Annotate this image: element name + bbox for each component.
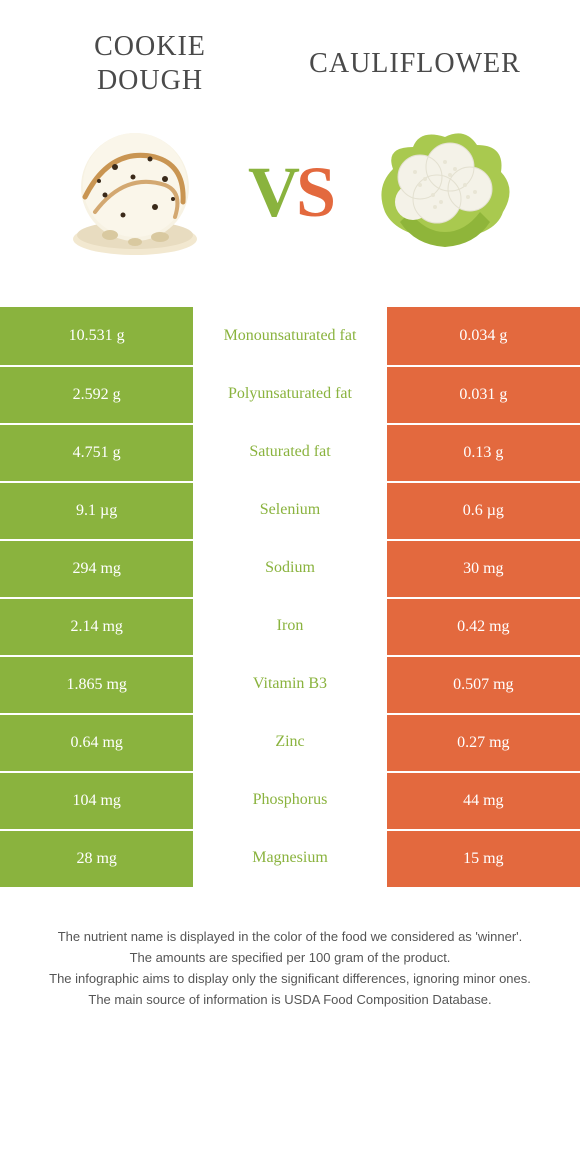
footer-line: The amounts are specified per 100 gram o… [30, 948, 550, 969]
nutrient-label: Saturated fat [193, 423, 386, 481]
nutrient-left-value: 2.592 g [0, 365, 193, 423]
nutrient-left-value: 104 mg [0, 771, 193, 829]
nutrient-label: Magnesium [193, 829, 386, 887]
nutrient-row: 2.592 gPolyunsaturated fat0.031 g [0, 365, 580, 423]
nutrient-row: 104 mgPhosphorus44 mg [0, 771, 580, 829]
title-right: Cauliflower [300, 48, 530, 80]
nutrient-row: 294 mgSodium30 mg [0, 539, 580, 597]
nutrient-left-value: 9.1 µg [0, 481, 193, 539]
nutrient-right-value: 0.034 g [387, 307, 580, 365]
vs-v: V [248, 152, 296, 232]
title-left: Cookie dough [50, 30, 250, 97]
nutrient-left-value: 2.14 mg [0, 597, 193, 655]
nutrient-right-value: 0.031 g [387, 365, 580, 423]
nutrient-right-value: 44 mg [387, 771, 580, 829]
footer-line: The infographic aims to display only the… [30, 969, 550, 990]
titles-row: Cookie dough Cauliflower [20, 30, 560, 97]
nutrient-right-value: 0.42 mg [387, 597, 580, 655]
nutrient-left-value: 4.751 g [0, 423, 193, 481]
nutrient-row: 4.751 gSaturated fat0.13 g [0, 423, 580, 481]
nutrient-row: 2.14 mgIron0.42 mg [0, 597, 580, 655]
nutrient-row: 10.531 gMonounsaturated fat0.034 g [0, 307, 580, 365]
nutrient-label: Phosphorus [193, 771, 386, 829]
nutrient-left-value: 28 mg [0, 829, 193, 887]
footer-line: The nutrient name is displayed in the co… [30, 927, 550, 948]
nutrient-right-value: 0.13 g [387, 423, 580, 481]
images-row: VS [20, 97, 560, 297]
vs-s: S [296, 152, 332, 232]
header: Cookie dough Cauliflower [0, 0, 580, 307]
cauliflower-icon [365, 117, 525, 267]
nutrient-right-value: 0.6 µg [387, 481, 580, 539]
nutrient-label: Polyunsaturated fat [193, 365, 386, 423]
cauliflower-image [360, 117, 530, 267]
nutrient-right-value: 15 mg [387, 829, 580, 887]
nutrient-left-value: 0.64 mg [0, 713, 193, 771]
nutrient-right-value: 0.507 mg [387, 655, 580, 713]
nutrient-label: Iron [193, 597, 386, 655]
nutrient-label: Zinc [193, 713, 386, 771]
infographic-page: Cookie dough Cauliflower [0, 0, 580, 1040]
cookie-dough-icon [55, 117, 215, 267]
cookie-dough-image [50, 117, 220, 267]
nutrient-row: 28 mgMagnesium15 mg [0, 829, 580, 887]
nutrient-right-value: 30 mg [387, 539, 580, 597]
nutrient-table: 10.531 gMonounsaturated fat0.034 g2.592 … [0, 307, 580, 887]
nutrient-row: 1.865 mgVitamin B30.507 mg [0, 655, 580, 713]
nutrient-row: 0.64 mgZinc0.27 mg [0, 713, 580, 771]
nutrient-label: Sodium [193, 539, 386, 597]
vs-label: VS [248, 151, 332, 234]
nutrient-label: Monounsaturated fat [193, 307, 386, 365]
nutrient-label: Selenium [193, 481, 386, 539]
nutrient-left-value: 294 mg [0, 539, 193, 597]
nutrient-label: Vitamin B3 [193, 655, 386, 713]
nutrient-right-value: 0.27 mg [387, 713, 580, 771]
nutrient-row: 9.1 µgSelenium0.6 µg [0, 481, 580, 539]
nutrient-left-value: 1.865 mg [0, 655, 193, 713]
nutrient-left-value: 10.531 g [0, 307, 193, 365]
footer-notes: The nutrient name is displayed in the co… [0, 887, 580, 1040]
footer-line: The main source of information is USDA F… [30, 990, 550, 1011]
